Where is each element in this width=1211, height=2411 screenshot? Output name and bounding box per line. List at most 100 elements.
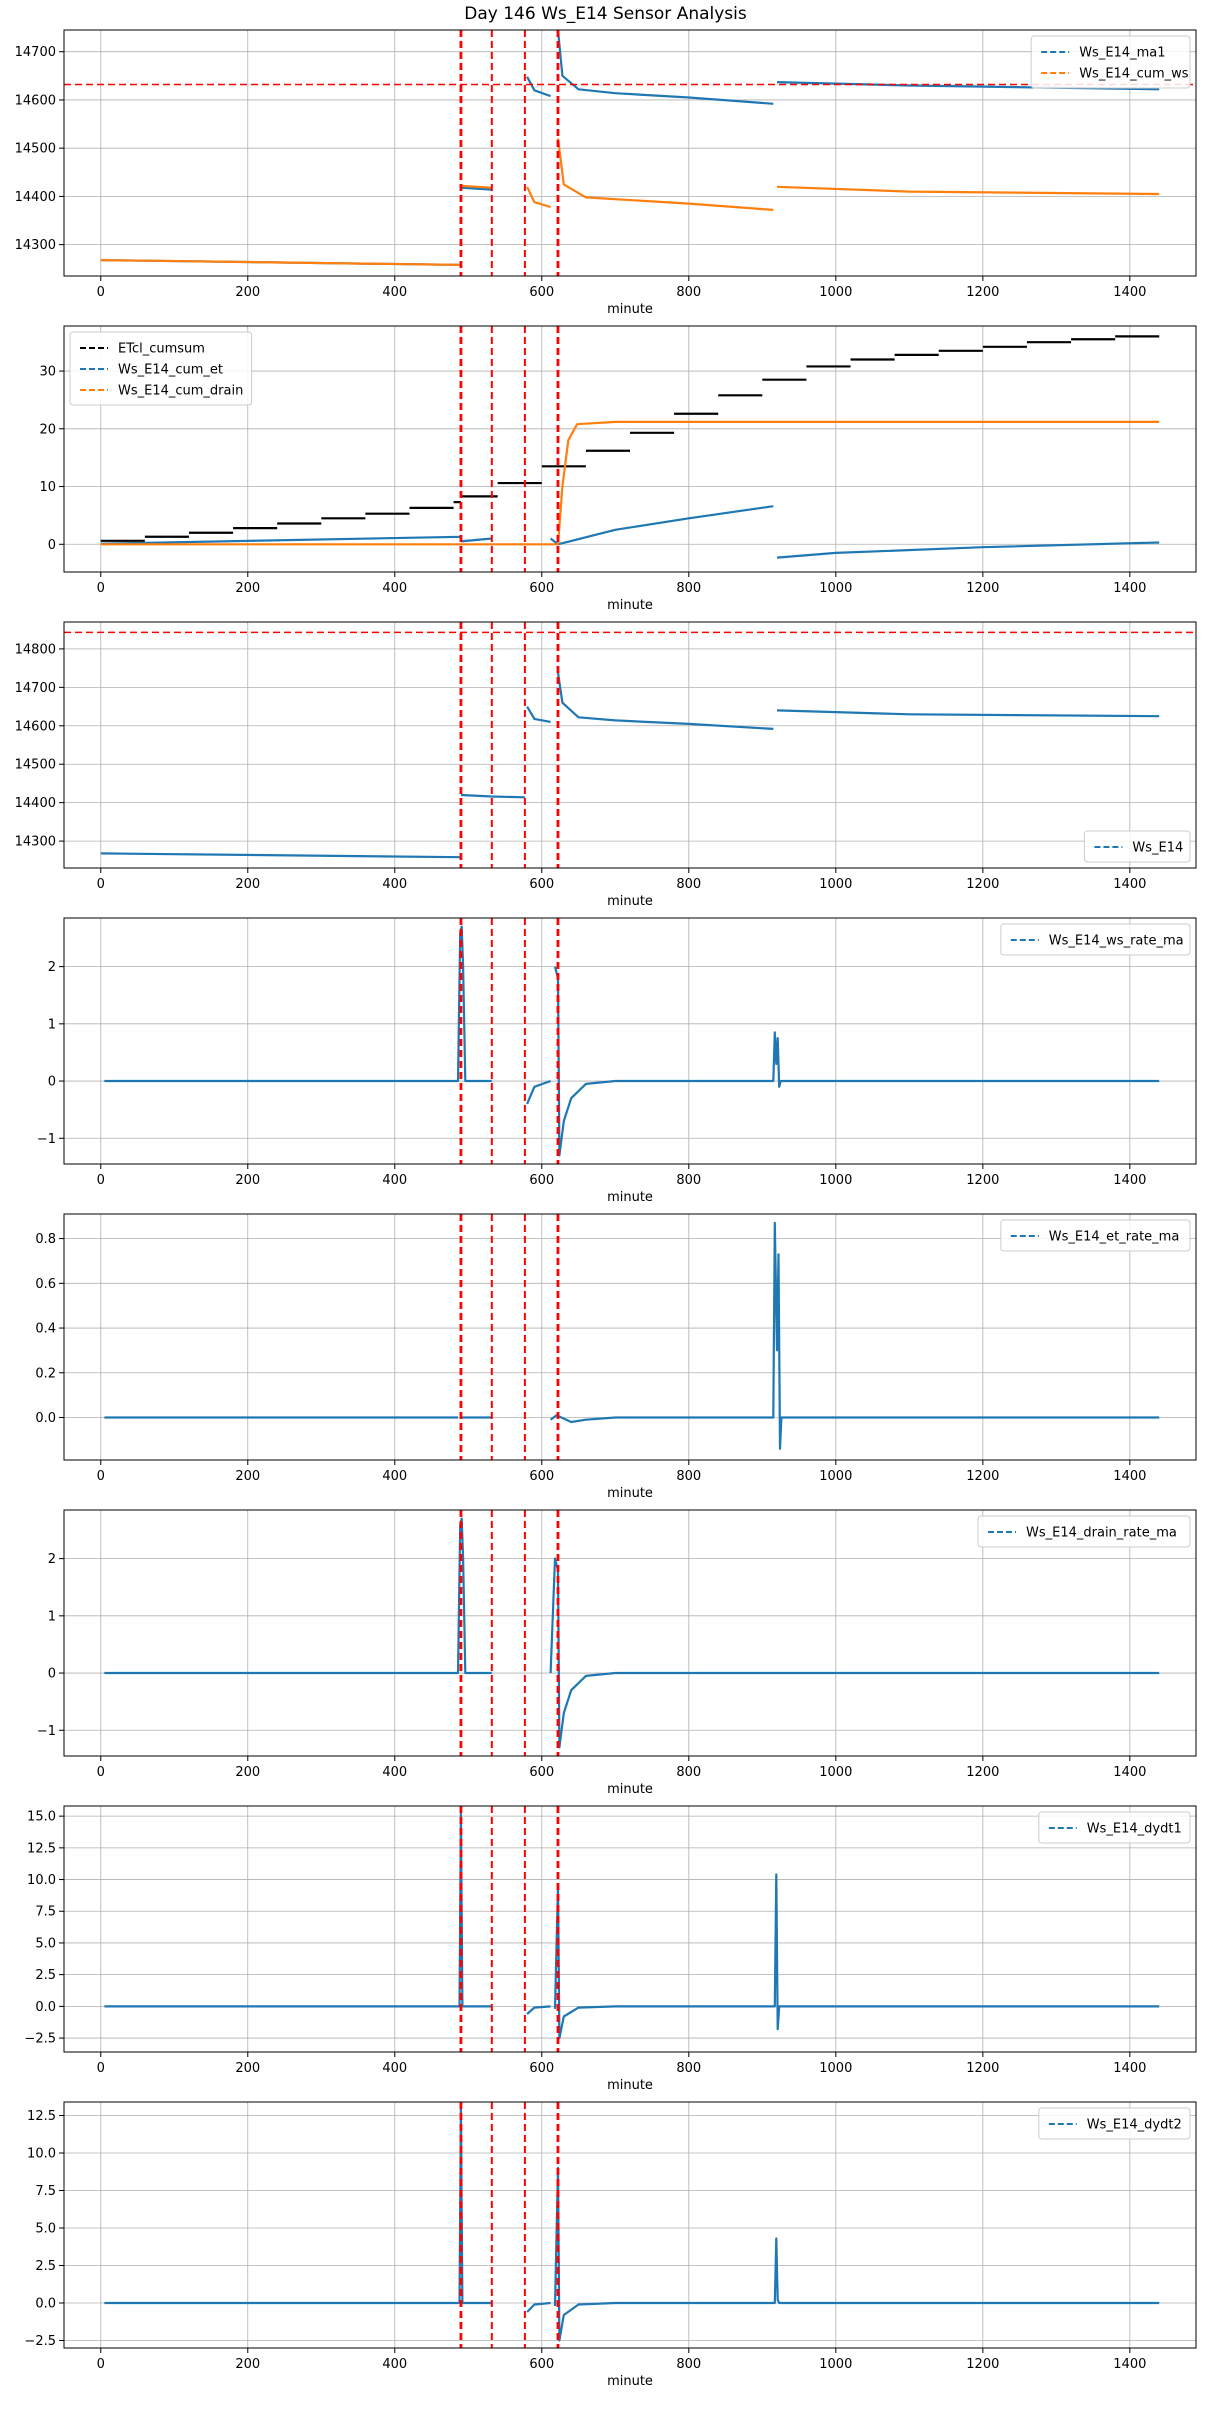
x-tick-label: 800 — [676, 2357, 701, 2372]
legend-label: ETcl_cumsum — [118, 342, 205, 357]
x-tick-label: 0 — [97, 581, 105, 596]
x-tick-label: 1000 — [819, 2061, 852, 2076]
y-tick-label: −2.5 — [24, 2334, 56, 2349]
legend: Ws_E14_dydt1 — [1038, 1811, 1191, 1844]
y-tick-label: 14300 — [15, 835, 56, 850]
series-ws-e14-ma1-segment — [526, 76, 551, 98]
y-tick-label: 0 — [48, 1075, 56, 1090]
legend-box — [69, 331, 253, 406]
y-tick-label: 2 — [48, 960, 56, 975]
data-layer — [104, 1214, 1160, 1460]
x-tick-label: 1200 — [966, 1173, 999, 1188]
series-ws-e14-et-rate-ma-segment — [549, 1221, 1160, 1450]
x-tick-label: 600 — [529, 581, 554, 596]
y-tick-label: 0.0 — [35, 2297, 56, 2312]
x-tick-label: 0 — [97, 877, 105, 892]
y-tick-label: −1 — [37, 1724, 56, 1739]
x-tick-label: 400 — [382, 581, 407, 596]
series-ws-e14-dydt1-segment — [553, 1873, 1160, 2040]
subplot-7: 0 200 400 600 800 1000 1200 1400 −2.5 0.0 2.5 5.0 7.… — [24, 1805, 1197, 2093]
legend: Ws_E14_dydt2 — [1038, 2107, 1191, 2140]
legend-label: Ws_E14 — [1132, 841, 1183, 856]
axes-frame — [63, 2101, 1197, 2349]
x-tick-label: 1400 — [1113, 581, 1146, 596]
x-tick-label: 800 — [676, 1469, 701, 1484]
subplot-8: 0 200 400 600 800 1000 1200 1400 −2.5 0.0 2.5 5.0 7.… — [24, 2101, 1197, 2389]
legend-box — [1000, 923, 1191, 956]
data-layer — [104, 2102, 1160, 2348]
x-tick-label: 200 — [235, 877, 260, 892]
y-tick-label: 7.5 — [35, 1905, 56, 1920]
x-axis-label: minute — [607, 894, 653, 909]
x-tick-label: 1200 — [966, 877, 999, 892]
series-ws-e14-drain-rate-ma-segment — [104, 1517, 492, 1675]
x-tick-label: 200 — [235, 2061, 260, 2076]
x-tick-label: 1400 — [1113, 2061, 1146, 2076]
series-ws-e14-segment — [100, 852, 461, 859]
y-tick-label: 14300 — [15, 238, 56, 253]
subplot-4: 0 200 400 600 800 1000 1200 1400 −1 0 1 2 minute Ws_E… — [37, 917, 1197, 1205]
x-tick-label: 1200 — [966, 2357, 999, 2372]
x-tick-label: 600 — [529, 877, 554, 892]
axes-frame — [63, 1509, 1197, 1757]
x-tick-label: 200 — [235, 2357, 260, 2372]
series-ws-e14-cum-et-segment — [460, 537, 492, 543]
data-layer — [104, 918, 1160, 1164]
x-tick-label: 1400 — [1113, 1765, 1146, 1780]
y-tick-label: 1 — [48, 1609, 56, 1624]
series-ws-e14-dydt1-segment — [104, 1812, 492, 2008]
y-tick-label: 2.5 — [35, 1968, 56, 1983]
x-tick-label: 1000 — [819, 1469, 852, 1484]
x-tick-label: 0 — [97, 1765, 105, 1780]
data-layer — [100, 326, 1160, 572]
legend-label: Ws_E14_dydt2 — [1087, 2118, 1182, 2133]
subplot-2: 0 200 400 600 800 1000 1200 1400 0 10 20 30 minute ET… — [39, 325, 1197, 613]
x-axis-label: minute — [607, 302, 653, 317]
y-tick-label: 30 — [39, 365, 56, 380]
y-tick-label: 5.0 — [35, 1936, 56, 1951]
x-tick-label: 400 — [382, 285, 407, 300]
legend-box — [1038, 1811, 1191, 1844]
axes-frame — [63, 1213, 1197, 1461]
y-tick-label: 20 — [39, 422, 56, 437]
legend-box — [1000, 1219, 1191, 1252]
x-tick-label: 0 — [97, 285, 105, 300]
series-ws-e14-segment — [556, 672, 774, 730]
series-ws-e14-cum-ws-segment — [776, 185, 1160, 196]
x-tick-label: 400 — [382, 1765, 407, 1780]
y-tick-label: 14400 — [15, 796, 56, 811]
y-tick-label: 10.0 — [27, 2147, 56, 2162]
x-tick-label: 0 — [97, 2061, 105, 2076]
x-tick-label: 200 — [235, 1765, 260, 1780]
y-tick-label: 15.0 — [27, 1810, 56, 1825]
x-tick-label: 800 — [676, 581, 701, 596]
legend-label: Ws_E14_cum_ws — [1079, 67, 1189, 82]
x-tick-label: 0 — [97, 1469, 105, 1484]
series-ws-e14-cum-ws-segment — [526, 186, 551, 209]
x-tick-label: 600 — [529, 1765, 554, 1780]
figure-title: Day 146 Ws_E14 Sensor Analysis — [464, 4, 747, 24]
x-tick-label: 1000 — [819, 285, 852, 300]
y-tick-label: 12.5 — [27, 2109, 56, 2124]
y-tick-label: 2.5 — [35, 2259, 56, 2274]
legend-label: Ws_E14_cum_drain — [118, 384, 243, 399]
y-tick-label: 1 — [48, 1017, 56, 1032]
data-layer — [64, 622, 1196, 868]
y-tick-label: −1 — [37, 1132, 56, 1147]
legend: Ws_E14_ws_rate_ma — [1000, 923, 1191, 956]
x-tick-label: 1200 — [966, 1765, 999, 1780]
legend-label: Ws_E14_drain_rate_ma — [1026, 1526, 1177, 1541]
series-ws-e14-cum-ws-segment — [556, 138, 774, 211]
legend-box — [1083, 830, 1191, 863]
x-axis-label: minute — [607, 1190, 653, 1205]
series-ws-e14-dydt2-segment — [526, 2301, 551, 2313]
y-tick-label: 0.0 — [35, 1411, 56, 1426]
series-ws-e14-ws-rate-ma-segment — [104, 925, 492, 1083]
series-ws-e14-segment — [526, 706, 551, 723]
x-tick-label: 1400 — [1113, 877, 1146, 892]
x-tick-label: 600 — [529, 2357, 554, 2372]
x-tick-label: 600 — [529, 2061, 554, 2076]
x-tick-label: 1000 — [819, 2357, 852, 2372]
x-axis-label: minute — [607, 598, 653, 613]
x-tick-label: 200 — [235, 1469, 260, 1484]
